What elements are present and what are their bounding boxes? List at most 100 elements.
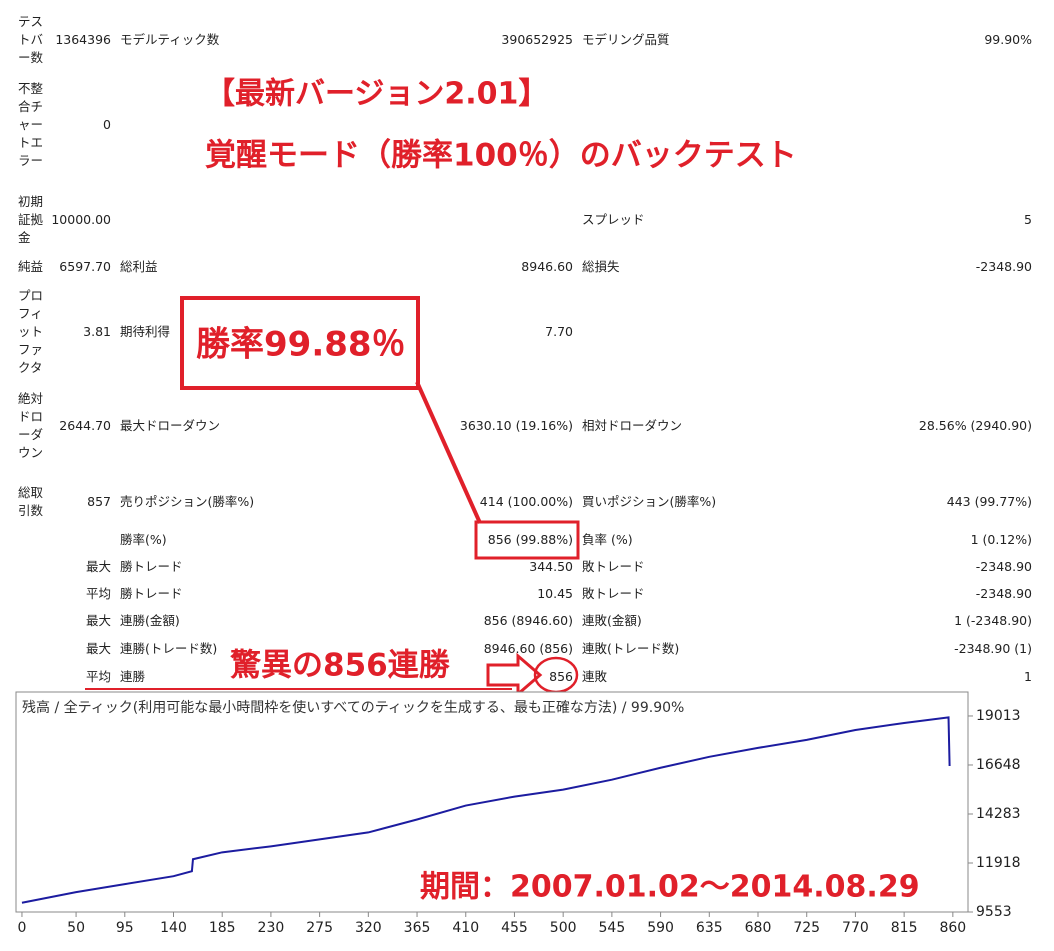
row-label: 絶対ドローダウン [18, 391, 44, 460]
x-tick-label: 140 [160, 920, 187, 936]
field-value: 99.90% [984, 32, 1032, 47]
field-value: 28.56% (2940.90) [918, 418, 1032, 433]
x-tick-label: 365 [404, 920, 431, 936]
x-tick-label: 815 [891, 920, 918, 936]
field-label: スプレッド [582, 212, 645, 227]
x-tick-label: 590 [647, 920, 674, 936]
row-label: 不整合チャートエラー [18, 81, 44, 168]
y-tick-label: 16648 [976, 757, 1021, 773]
x-tick-label: 0 [17, 920, 26, 936]
field-label: 負率 (%) [582, 532, 633, 547]
field-label: 勝トレード [120, 559, 183, 574]
row-value: 平均 [85, 586, 111, 601]
row-value: 3.81 [83, 324, 111, 339]
field-label: 連敗 [582, 669, 608, 684]
row-value: 最大 [85, 613, 111, 628]
x-tick-label: 410 [452, 920, 479, 936]
win-rate-note: 勝率99.88％ [196, 325, 406, 365]
field-value: 1 [1024, 669, 1032, 684]
highlight-box [474, 520, 580, 560]
row-label: 総取引数 [18, 485, 44, 518]
field-label: 連敗(金額) [582, 613, 642, 628]
subtitle-note: 覚醒モード（勝率100％）のバックテスト [205, 138, 797, 174]
field-label: 買いポジション(勝率%) [582, 494, 717, 509]
y-tick-label: 9553 [976, 904, 1012, 920]
field-label: モデルティック数 [120, 32, 220, 47]
x-tick-label: 680 [745, 920, 772, 936]
field-label: 敗トレード [582, 586, 645, 601]
field-value: 414 (100.00%) [479, 494, 573, 509]
field-label: 連勝(金額) [120, 613, 180, 628]
row-value: 10000.00 [51, 212, 111, 227]
field-label: 期待利得 [120, 324, 171, 339]
row-value: 857 [87, 494, 111, 509]
x-tick-label: 275 [306, 920, 333, 936]
field-value: 856 (8946.60) [483, 613, 573, 628]
period-note: 期間：2007.01.02～2014.08.29 [420, 870, 920, 905]
row-value: 平均 [85, 669, 111, 684]
x-tick-label: 455 [501, 920, 528, 936]
field-value: -2348.90 [975, 559, 1032, 574]
arrow [486, 652, 543, 698]
field-value: -2348.90 (1) [954, 641, 1032, 656]
x-tick-label: 635 [696, 920, 723, 936]
field-label: 総利益 [120, 259, 158, 274]
field-value: 3630.10 (19.16%) [459, 418, 573, 433]
callout-line [415, 381, 482, 524]
field-label: 連勝 [120, 669, 146, 684]
field-value: 7.70 [545, 324, 573, 339]
field-value: -2348.90 [975, 586, 1032, 601]
row-value: 0 [103, 117, 111, 132]
field-label: 売りポジション(勝率%) [120, 494, 255, 509]
y-tick-label: 11918 [976, 855, 1021, 871]
chart-title: 残高 / 全ティック(利用可能な最小時間枠を使いすべてのティックを生成する、最も… [22, 699, 684, 716]
field-value: 390652925 [501, 32, 573, 47]
x-tick-label: 770 [842, 920, 869, 936]
x-tick-label: 230 [258, 920, 285, 936]
row-value: 最大 [85, 559, 111, 574]
field-label: 敗トレード [582, 559, 645, 574]
x-tick-label: 500 [550, 920, 577, 936]
balance-line [21, 716, 951, 904]
row-value: 1364396 [55, 32, 111, 47]
field-label: 勝トレード [120, 586, 183, 601]
row-value: 2644.70 [59, 418, 111, 433]
version-note: 【最新バージョン2.01】 [205, 77, 548, 112]
field-value: 1 (0.12%) [970, 532, 1032, 547]
y-tick-label: 14283 [976, 806, 1021, 822]
x-tick-label: 860 [939, 920, 966, 936]
callout-box [180, 296, 420, 390]
field-value: 856 [549, 669, 573, 684]
field-value: 10.45 [537, 586, 573, 601]
x-tick-label: 545 [599, 920, 626, 936]
x-tick-label: 95 [116, 920, 134, 936]
row-label: テストバー数 [18, 14, 44, 65]
x-tick-label: 50 [67, 920, 85, 936]
field-label: 勝率(%) [120, 532, 167, 547]
field-label: 相対ドローダウン [582, 418, 683, 433]
row-label: プロフィットファクタ [18, 288, 44, 375]
x-tick-label: 185 [209, 920, 236, 936]
field-label: モデリング品質 [582, 32, 670, 47]
x-tick-label: 725 [793, 920, 820, 936]
field-value: -2348.90 [975, 259, 1032, 274]
field-value: 5 [1024, 212, 1032, 227]
field-value: 443 (99.77%) [946, 494, 1032, 509]
field-value: 8946.60 [521, 259, 573, 274]
field-value: 1 (-2348.90) [954, 613, 1032, 628]
row-label: 純益 [18, 259, 44, 274]
field-label: 総損失 [582, 259, 620, 274]
field-label: 最大ドローダウン [120, 418, 221, 433]
row-value: 6597.70 [59, 259, 111, 274]
field-value: 856 (99.88%) [487, 532, 573, 547]
field-value: 8946.60 (856) [483, 641, 573, 656]
streak-note: 驚異の856連勝 [230, 648, 451, 684]
field-label: 連勝(トレード数) [120, 641, 218, 656]
field-value: 344.50 [529, 559, 573, 574]
row-value: 最大 [85, 641, 111, 656]
row-label: 初期証拠金 [18, 194, 44, 245]
y-tick-label: 19013 [976, 708, 1021, 724]
x-tick-label: 320 [355, 920, 382, 936]
